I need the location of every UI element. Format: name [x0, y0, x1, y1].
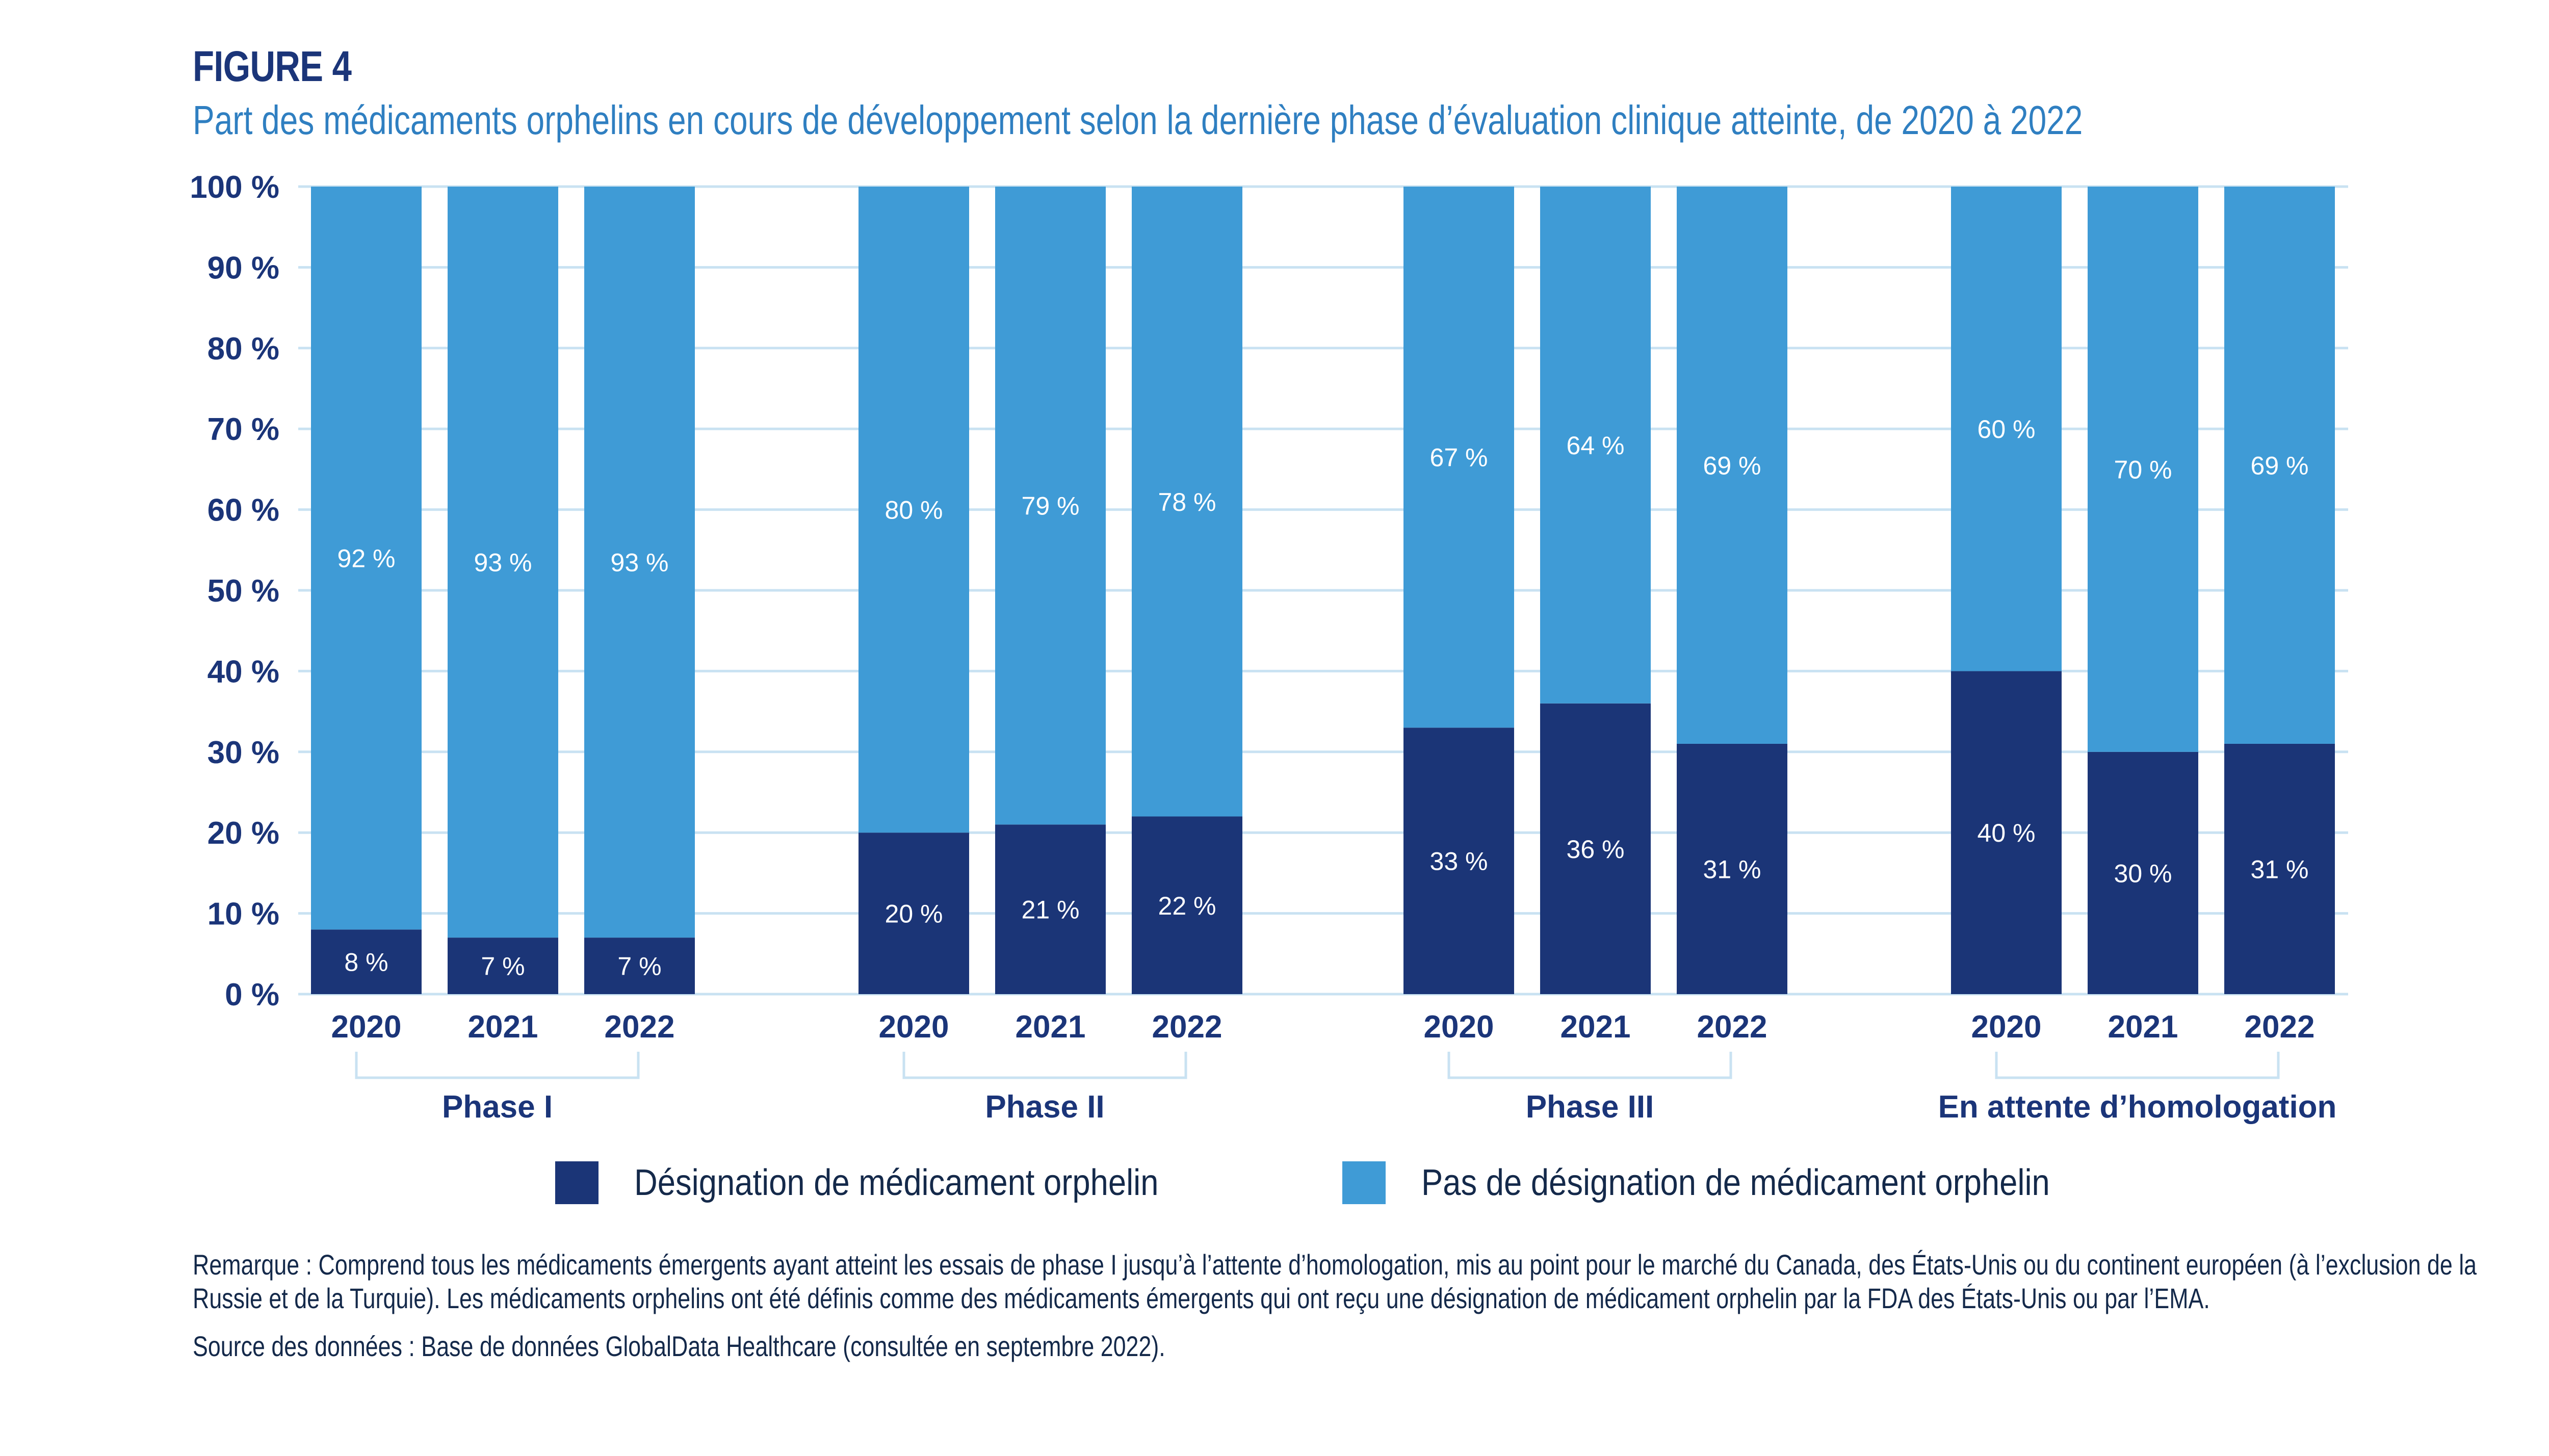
data-label-orphan: 7 %	[481, 952, 525, 981]
x-tick-label: 2021	[1560, 1009, 1631, 1045]
stacked-bar-chart: 0 % 10 % 20 % 30 % 40 % 50 % 60 % 70 % 80 % 90 % 1…	[190, 170, 2348, 1125]
bar-segment-orphan	[311, 929, 422, 994]
y-tick-label: 30 %	[207, 735, 279, 770]
data-label-non-orphan: 93 %	[611, 549, 669, 577]
data-label-orphan: 36 %	[1567, 835, 1625, 864]
y-tick-label: 0 %	[225, 977, 279, 1012]
bar-segment-non-orphan	[995, 187, 1106, 825]
bar-segment-non-orphan	[1540, 187, 1651, 704]
bar-segment-orphan	[859, 833, 969, 994]
data-label-orphan: 20 %	[885, 900, 943, 928]
x-tick-label: 2020	[331, 1009, 402, 1045]
data-label-non-orphan: 64 %	[1567, 431, 1625, 460]
bar-segment-orphan	[1132, 816, 1242, 994]
bar-segment-non-orphan	[1951, 187, 2062, 671]
bar-segment-orphan	[448, 938, 558, 994]
x-tick-label: 2020	[1971, 1009, 2042, 1045]
data-label-non-orphan: 67 %	[1430, 444, 1488, 472]
x-tick-label: 2020	[1424, 1009, 1494, 1045]
data-label-non-orphan: 69 %	[1703, 451, 1761, 480]
source-note: Source des données : Base de données Glo…	[193, 1330, 1165, 1362]
bar-segment-non-orphan	[311, 187, 422, 930]
chart-title: Part des médicaments orphelins en cours …	[193, 97, 2083, 143]
data-label-non-orphan: 69 %	[2251, 451, 2309, 480]
data-label-orphan: 33 %	[1430, 847, 1488, 876]
group-bracket	[902, 1052, 1187, 1079]
y-tick-label: 70 %	[207, 412, 279, 447]
x-tick-label: 2022	[2245, 1009, 2315, 1045]
figure-label: FIGURE 4	[193, 42, 352, 90]
bar-segment-orphan	[1951, 671, 2062, 994]
y-axis-ticks: 0 % 10 % 20 % 30 % 40 % 50 % 60 % 70 % 80 % 90 % 1…	[190, 170, 279, 1012]
bar-segment-orphan	[1677, 743, 1787, 994]
data-label-orphan: 21 %	[1022, 896, 1080, 924]
group-label: Phase I	[442, 1089, 553, 1125]
bar-segment-non-orphan	[2224, 187, 2335, 744]
y-tick-label: 90 %	[207, 250, 279, 285]
x-tick-label: 2022	[1697, 1009, 1767, 1045]
bar-segment-non-orphan	[2088, 187, 2198, 752]
data-label-non-orphan: 79 %	[1022, 492, 1080, 521]
group-bracket	[1995, 1052, 2280, 1079]
y-tick-label: 100 %	[190, 170, 279, 205]
y-tick-label: 40 %	[207, 654, 279, 689]
y-tick-label: 10 %	[207, 897, 279, 932]
legend: Désignation de médicament orphelin Pas d…	[555, 1161, 2248, 1204]
bar-segment-non-orphan	[1403, 187, 1514, 728]
bar-segment-non-orphan	[859, 187, 969, 833]
data-label-orphan: 31 %	[2251, 855, 2309, 883]
group-bracket	[355, 1052, 640, 1079]
group-label: En attente d’homologation	[1938, 1089, 2337, 1125]
data-label-non-orphan: 70 %	[2114, 455, 2172, 484]
data-label-non-orphan: 78 %	[1158, 488, 1216, 516]
group-label: Phase III	[1526, 1089, 1654, 1125]
bar-segment-non-orphan	[448, 187, 558, 938]
bar-segment-orphan	[1540, 703, 1651, 994]
data-label-orphan: 40 %	[1978, 819, 2036, 847]
data-label-non-orphan: 92 %	[337, 544, 396, 573]
group-labels: Phase I Phase II Phase III En attente d’hom…	[355, 1052, 2337, 1125]
bar-segment-non-orphan	[1677, 187, 1787, 744]
data-label-orphan: 31 %	[1703, 855, 1761, 883]
bar-segment-orphan	[2088, 751, 2198, 994]
y-tick-label: 20 %	[207, 816, 279, 851]
x-tick-label: 2021	[468, 1009, 538, 1045]
data-label-orphan: 8 %	[344, 948, 388, 977]
bar-segment-non-orphan	[1132, 187, 1242, 817]
group-bracket	[1447, 1052, 1732, 1079]
bar-segment-orphan	[995, 824, 1106, 994]
y-tick-label: 60 %	[207, 493, 279, 528]
bar-segment-non-orphan	[584, 187, 695, 938]
data-label-non-orphan: 93 %	[474, 549, 532, 577]
data-label-non-orphan: 80 %	[885, 496, 943, 525]
legend-item-non-orphan: Pas de désignation de médicament orpheli…	[1342, 1161, 2136, 1204]
data-label-orphan: 30 %	[2114, 859, 2172, 888]
x-tick-label: 2020	[879, 1009, 949, 1045]
x-tick-label: 2022	[1152, 1009, 1223, 1045]
y-tick-label: 80 %	[207, 331, 279, 367]
notes: Remarque : Comprend tous les médicaments…	[193, 1248, 2538, 1377]
legend-label-orphan: Désignation de médicament orphelin	[634, 1162, 1159, 1203]
legend-item-orphan: Désignation de médicament orphelin	[555, 1161, 1230, 1204]
data-label-non-orphan: 60 %	[1978, 415, 2036, 444]
legend-label-non-orphan: Pas de désignation de médicament orpheli…	[1421, 1162, 2050, 1203]
data-label-orphan: 7 %	[617, 952, 661, 981]
x-tick-label: 2022	[605, 1009, 675, 1045]
x-tick-label: 2021	[2108, 1009, 2178, 1045]
bar-segment-orphan	[584, 938, 695, 994]
bar-segment-orphan	[2224, 743, 2335, 994]
group-label: Phase II	[985, 1089, 1104, 1125]
legend-swatch-orphan	[555, 1161, 599, 1204]
x-axis-ticks: 2020 2021 2022 2020 2021 2022 2020 2021 2022 2020…	[331, 1009, 2315, 1045]
bars: 8 % 92 % 7 % 93 % 7 % 93 % 20 % 80 % 21 % 79 % 22 …	[311, 187, 2335, 994]
x-tick-label: 2021	[1016, 1009, 1086, 1045]
remark-note: Remarque : Comprend tous les médicaments…	[193, 1249, 2477, 1314]
data-label-orphan: 22 %	[1158, 892, 1216, 920]
bar-segment-orphan	[1403, 727, 1514, 994]
y-tick-label: 50 %	[207, 574, 279, 609]
legend-swatch-non-orphan	[1342, 1161, 1386, 1204]
